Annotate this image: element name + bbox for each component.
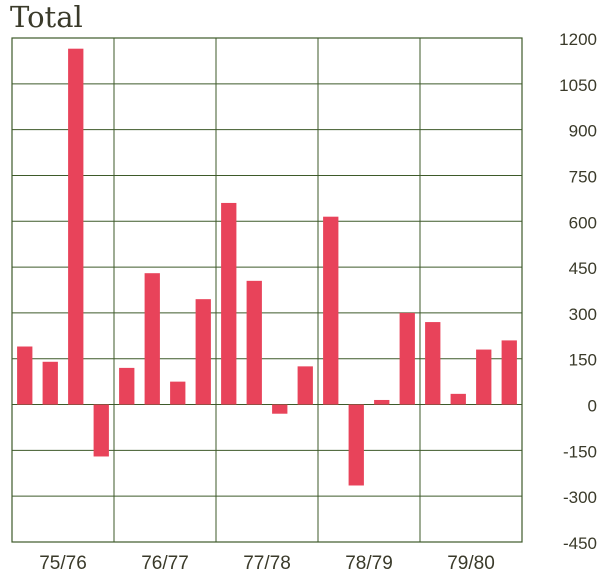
bar	[323, 216, 339, 405]
x-tick-label: 76/77	[141, 553, 189, 574]
bar	[221, 202, 237, 405]
plot-frame	[11, 37, 523, 543]
y-tick-label: 300	[569, 305, 597, 324]
bar	[425, 322, 441, 405]
x-tick-label: 75/76	[39, 553, 87, 574]
y-tick-label: 450	[569, 259, 597, 278]
y-tick-label: 0	[588, 397, 597, 416]
y-tick-label: 1200	[559, 30, 597, 49]
y-tick-labels: 1200 1050 900 750 600 450 300 150 0 -150 -300 -450	[559, 30, 597, 553]
bar	[399, 312, 415, 405]
x-tick-label: 79/80	[447, 553, 495, 574]
bar	[246, 280, 262, 405]
bar	[476, 349, 492, 405]
bar	[119, 367, 135, 405]
y-tick-label: 900	[569, 122, 597, 141]
bar	[450, 393, 466, 405]
grid	[11, 37, 523, 543]
y-tick-label: 150	[569, 351, 597, 370]
x-tick-label: 78/79	[345, 553, 393, 574]
y-tick-label: -450	[563, 534, 597, 553]
y-tick-label: 750	[569, 167, 597, 186]
bar	[195, 299, 211, 405]
bar	[272, 404, 288, 414]
bar	[17, 346, 33, 405]
y-tick-label: 1050	[559, 76, 597, 95]
bar	[68, 48, 84, 405]
bars	[17, 48, 517, 486]
x-tick-label: 77/78	[243, 553, 291, 574]
bar	[170, 381, 186, 405]
x-tick-labels: 75/76 76/77 77/78 78/79 79/80	[39, 553, 495, 574]
bar	[42, 361, 58, 405]
bar	[297, 366, 313, 405]
bar	[93, 404, 109, 457]
bar	[144, 273, 160, 405]
bar	[374, 399, 390, 405]
y-tick-label: -150	[563, 442, 597, 461]
y-tick-label: 600	[569, 213, 597, 232]
y-tick-label: -300	[563, 488, 597, 507]
chart-title: Total	[10, 0, 83, 34]
bar	[348, 404, 364, 486]
bar	[501, 340, 517, 405]
